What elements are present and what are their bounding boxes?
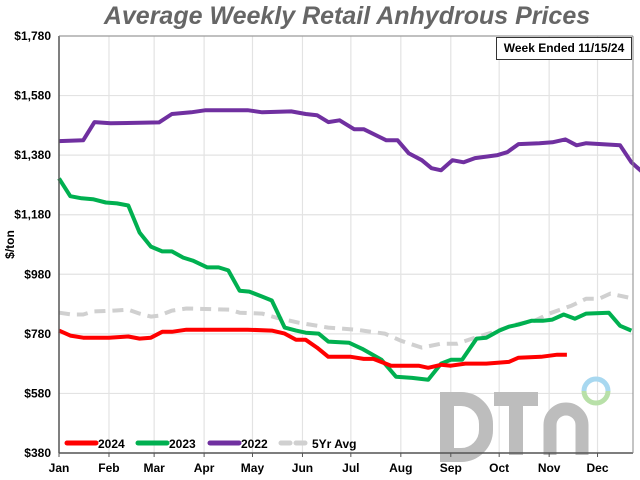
y-axis-label: $/ton xyxy=(3,230,17,259)
legend-label: 2022 xyxy=(241,437,268,451)
legend: 2024 2023 2022 5Yr Avg xyxy=(64,437,356,451)
x-tick-label: Apr xyxy=(194,461,215,475)
legend-label: 2024 xyxy=(98,437,125,451)
series-line-2023 xyxy=(57,177,633,382)
logo-ring-top xyxy=(581,376,611,392)
logo-letter-n xyxy=(543,402,589,455)
y-tick-label: $580 xyxy=(24,386,51,400)
series-line-5yr-avg xyxy=(58,291,629,350)
y-tick-label: $380 xyxy=(24,446,51,460)
x-tick-label: Jun xyxy=(292,461,313,475)
x-tick-label: Jul xyxy=(342,461,359,475)
y-tick-label: $1,180 xyxy=(14,208,51,222)
axes: $1,780 $1,580 $1,380 $1,180 $980 $780 $580 $380… xyxy=(3,29,634,475)
y-tick-label: $780 xyxy=(24,327,51,341)
x-tick-label: Sep xyxy=(440,461,462,475)
x-tick-label: Nov xyxy=(538,461,561,475)
logo-letter-t xyxy=(494,392,538,455)
chart-title: Average Weekly Retail Anhydrous Prices xyxy=(103,2,591,30)
x-tick-label: Dec xyxy=(587,461,609,475)
legend-label: 2023 xyxy=(169,437,196,451)
x-tick-label: May xyxy=(241,461,265,475)
legend-label: 5Yr Avg xyxy=(312,437,356,451)
series-group xyxy=(57,108,640,382)
logo-ring-bottom xyxy=(581,390,611,406)
dtn-logo xyxy=(440,376,611,462)
y-tick-label: $980 xyxy=(24,267,51,281)
x-tick-label: Mar xyxy=(143,461,165,475)
week-ended-annotation: Week Ended 11/15/24 xyxy=(496,37,632,60)
x-tick-label: Oct xyxy=(489,461,509,475)
x-tick-label: Feb xyxy=(98,461,119,475)
gridlines xyxy=(59,35,633,454)
y-tick-label: $1,380 xyxy=(14,148,51,162)
y-tick-label: $1,580 xyxy=(14,89,51,103)
series-line-2022 xyxy=(58,108,640,173)
y-tick-label: $1,780 xyxy=(14,29,51,43)
x-tick-label: Jan xyxy=(49,461,70,475)
series-line-2024 xyxy=(58,327,567,370)
logo-letter-d xyxy=(440,392,493,462)
x-tick-label: Aug xyxy=(389,461,412,475)
